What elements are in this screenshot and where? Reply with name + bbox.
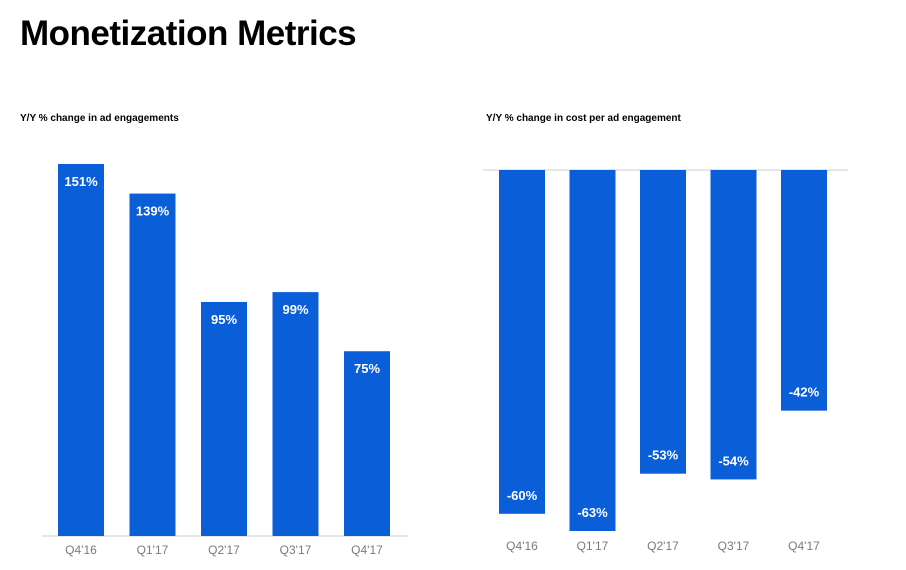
data-label: -53% — [648, 448, 679, 463]
x-tick-label: Q3'17 — [280, 543, 312, 557]
data-label: -60% — [507, 488, 538, 503]
bar-Q4'16 — [58, 164, 104, 536]
bar-Q4'16 — [499, 170, 545, 514]
bar-Q2'17 — [640, 170, 686, 474]
data-label: 151% — [64, 174, 98, 189]
bar-Q1'17 — [569, 170, 616, 531]
bar-Q3'17 — [710, 170, 757, 480]
x-tick-label: Q1'17 — [577, 539, 609, 553]
ad-engagements-chart: 151% Q4'16 139% Q1'17 95% Q2'17 99% Q3'17 75% Q4'… — [42, 164, 408, 557]
data-label: 95% — [211, 312, 237, 327]
x-tick-label: Q1'17 — [137, 543, 169, 557]
right-chart-title: Y/Y % change in cost per ad engagement — [486, 113, 681, 124]
x-tick-label: Q4'17 — [351, 543, 383, 557]
bar-Q1'17 — [129, 193, 176, 536]
bar-Q2'17 — [201, 301, 247, 536]
data-label: 139% — [136, 204, 170, 219]
bar-Q4'17 — [344, 351, 390, 536]
x-tick-label: Q4'17 — [788, 539, 820, 553]
cost-per-engagement-chart: -60% Q4'16 -63% Q1'17 -53% Q2'17 -54% Q3'17 -42%… — [483, 169, 848, 553]
x-tick-label: Q3'17 — [718, 539, 750, 553]
data-label: 99% — [282, 302, 308, 317]
x-tick-label: Q4'16 — [65, 543, 97, 557]
bar-Q3'17 — [272, 292, 319, 536]
x-tick-label: Q2'17 — [208, 543, 240, 557]
x-tick-label: Q4'16 — [506, 539, 538, 553]
data-label: -42% — [789, 385, 820, 400]
page-title: Monetization Metrics — [20, 14, 357, 53]
bar-Q4'17 — [781, 170, 827, 411]
data-label: -54% — [718, 453, 749, 468]
x-tick-label: Q2'17 — [647, 539, 679, 553]
left-chart-title: Y/Y % change in ad engagements — [20, 113, 179, 124]
data-label: 75% — [354, 361, 380, 376]
data-label: -63% — [577, 505, 608, 520]
